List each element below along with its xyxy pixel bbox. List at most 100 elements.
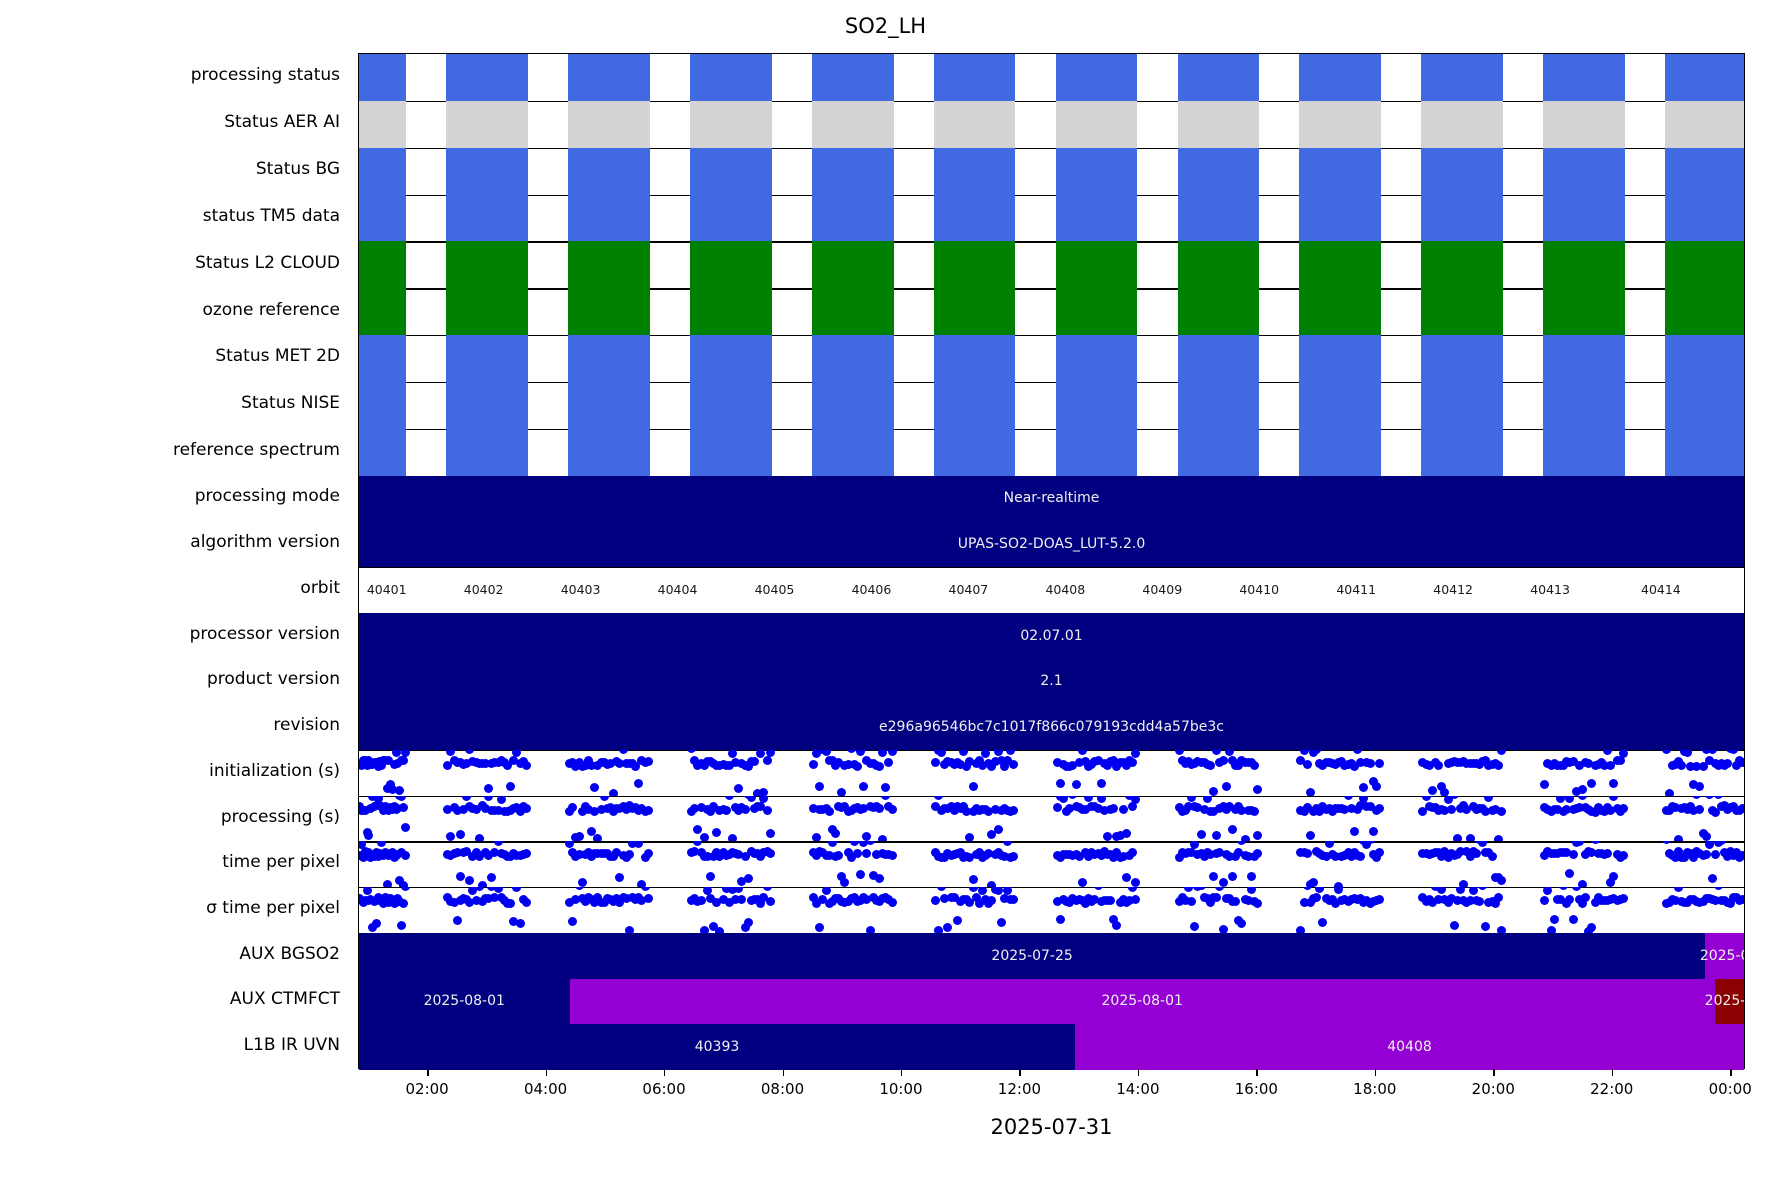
data-point (382, 879, 392, 888)
data-point (808, 892, 818, 902)
data-point (715, 927, 725, 933)
status-block (1055, 335, 1138, 382)
data-point (1493, 761, 1503, 771)
data-point (849, 841, 859, 847)
data-point (1334, 887, 1344, 894)
data-point (1487, 852, 1497, 862)
data-point (1440, 805, 1450, 815)
status-block (568, 428, 650, 476)
data-point (1109, 755, 1119, 765)
status-block (1421, 194, 1503, 242)
data-point (612, 847, 622, 857)
data-point (484, 784, 494, 794)
data-point (1340, 805, 1350, 815)
data-point (1224, 852, 1234, 862)
data-point (812, 833, 822, 842)
data-point (1305, 898, 1315, 908)
data-point (949, 806, 959, 816)
data-point (1609, 795, 1619, 802)
data-point (699, 761, 709, 771)
value-segment: 2025-08-01 (359, 978, 570, 1025)
data-point (968, 782, 978, 792)
data-point (737, 895, 747, 905)
data-point (474, 834, 484, 842)
data-point (1052, 897, 1062, 907)
timeline-row-l1b-ir-uvn: 40393 40408 (359, 1024, 1744, 1070)
data-point (1443, 853, 1453, 863)
data-point (996, 755, 1006, 765)
data-point (477, 881, 487, 888)
data-point (1131, 795, 1141, 804)
data-point (1199, 804, 1209, 814)
orbit-cell: 40406 (824, 567, 918, 613)
data-point (462, 758, 472, 768)
data-point (1692, 761, 1702, 771)
data-point (930, 895, 940, 905)
data-point (1174, 802, 1184, 812)
row-label-status-l2-cloud: Status L2 CLOUD (195, 252, 340, 273)
status-block (1299, 100, 1382, 148)
data-point (1356, 851, 1366, 861)
status-block (1421, 428, 1503, 476)
data-point (1568, 756, 1578, 766)
data-point (1599, 760, 1609, 770)
orbit-number: 40405 (754, 582, 795, 598)
data-point (740, 852, 750, 862)
status-block (568, 241, 650, 289)
status-block (1055, 194, 1138, 242)
data-point (959, 749, 969, 757)
x-tick-label: 10:00 (879, 1080, 923, 1098)
orbit-cell: 40409 (1115, 567, 1209, 613)
data-point (452, 916, 462, 926)
data-point (1427, 785, 1437, 795)
data-point (643, 848, 653, 858)
data-point (509, 917, 519, 927)
data-point (1437, 851, 1447, 861)
data-point (484, 850, 494, 860)
data-point (596, 805, 606, 815)
value-segment: UPAS-SO2-DOAS_LUT-5.2.0 (359, 521, 1744, 567)
status-block (1665, 54, 1744, 101)
data-point (1496, 806, 1506, 816)
row-divider (359, 241, 1744, 243)
status-block (690, 100, 772, 148)
data-point (1237, 918, 1247, 928)
data-point (1302, 759, 1312, 769)
data-point (1549, 914, 1559, 924)
data-point (590, 806, 600, 816)
data-point (724, 898, 734, 908)
data-point (762, 755, 772, 765)
data-point (1540, 779, 1550, 789)
data-point (1449, 795, 1459, 800)
data-point (1689, 805, 1699, 815)
status-block (1543, 241, 1625, 289)
data-point (400, 851, 410, 861)
data-point (397, 920, 407, 930)
data-point (1737, 757, 1744, 767)
data-point (1065, 804, 1075, 814)
data-point (1437, 887, 1447, 895)
data-point (1103, 831, 1112, 841)
data-point (737, 876, 747, 886)
data-point (1215, 847, 1225, 857)
data-point (1375, 759, 1385, 769)
value-segment: Near-realtime (359, 475, 1744, 522)
row-label-algorithm-version: algorithm version (190, 532, 340, 553)
data-point (1562, 804, 1572, 814)
data-point (827, 755, 837, 765)
data-point (1106, 896, 1116, 906)
status-block (359, 147, 407, 195)
data-point (874, 761, 884, 771)
data-point (746, 795, 756, 802)
data-point (1131, 894, 1141, 904)
page-title: SO2_LH (844, 14, 927, 38)
data-point (568, 803, 578, 813)
data-point (887, 749, 897, 756)
data-point (1562, 848, 1572, 858)
data-point (846, 749, 856, 753)
data-point (1246, 872, 1256, 882)
data-point (487, 873, 497, 883)
data-point (765, 848, 775, 858)
data-point (1674, 835, 1684, 842)
data-point (1237, 841, 1247, 845)
